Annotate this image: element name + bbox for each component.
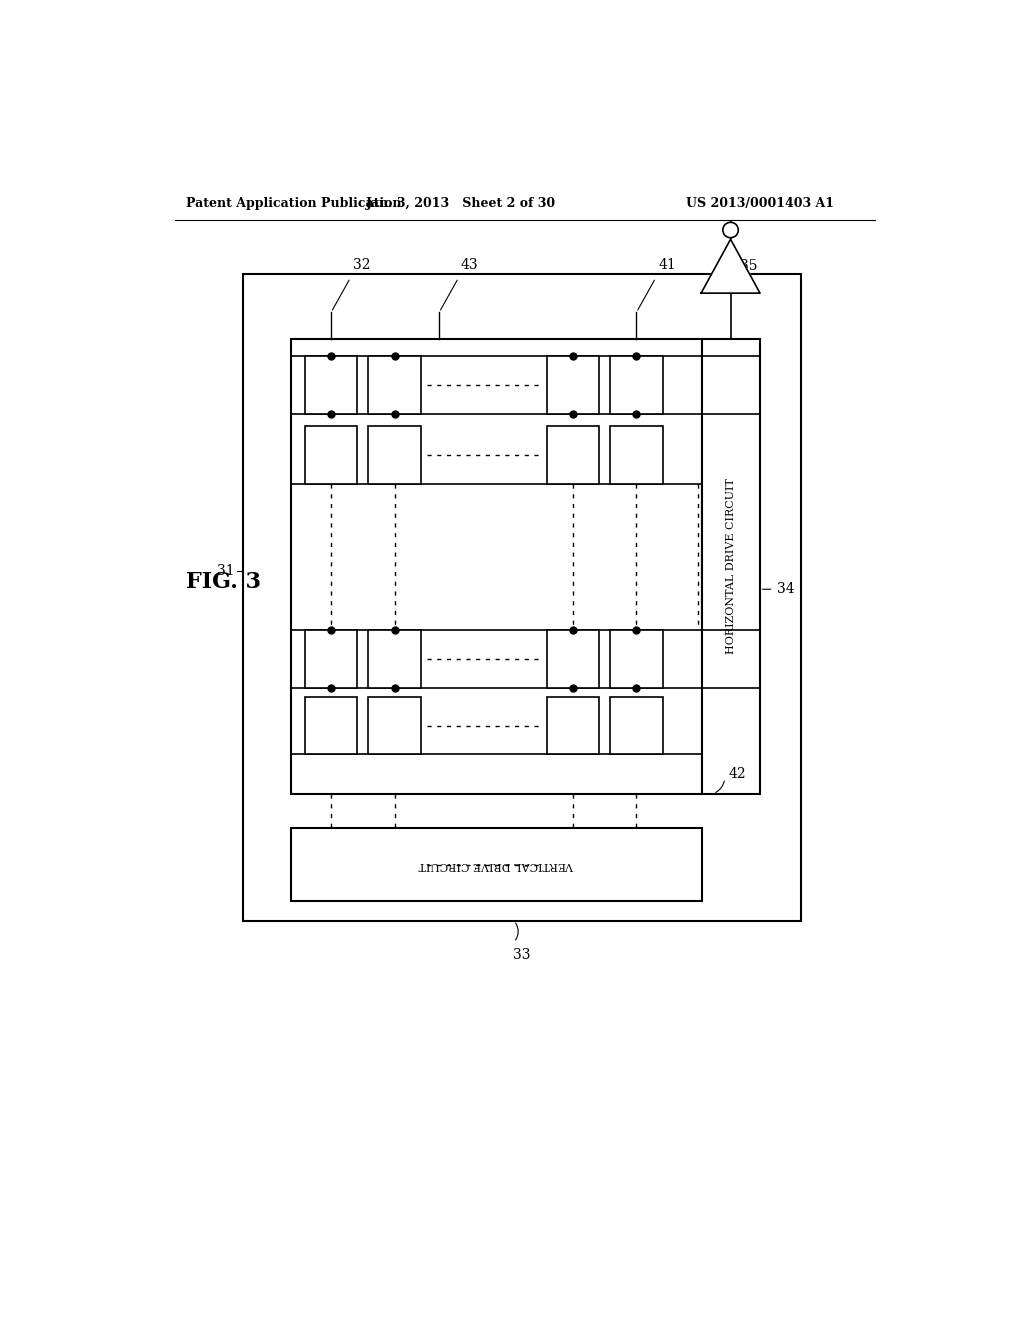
Bar: [610, 697, 663, 755]
Bar: [547, 356, 599, 414]
Bar: [305, 426, 357, 484]
Bar: [369, 631, 421, 688]
Text: 41: 41: [658, 257, 676, 272]
Bar: [305, 697, 357, 755]
Text: VERTICAL DRIVE CIRCUIT: VERTICAL DRIVE CIRCUIT: [419, 859, 573, 870]
Bar: [305, 356, 357, 414]
Bar: [369, 426, 421, 484]
Text: 32: 32: [352, 257, 371, 272]
Bar: [305, 631, 357, 688]
Bar: [701, 339, 760, 793]
Bar: [369, 356, 421, 414]
Bar: [547, 631, 599, 688]
Bar: [291, 339, 701, 793]
Bar: [291, 829, 701, 902]
Bar: [610, 426, 663, 484]
Text: 42: 42: [729, 767, 746, 781]
Bar: [369, 697, 421, 755]
Text: Patent Application Publication: Patent Application Publication: [186, 197, 401, 210]
Circle shape: [723, 222, 738, 238]
Bar: [610, 356, 663, 414]
Text: HORIZONTAL DRIVE CIRCUIT: HORIZONTAL DRIVE CIRCUIT: [726, 479, 735, 655]
Text: 43: 43: [461, 257, 478, 272]
Text: 35: 35: [740, 259, 758, 273]
Text: 31: 31: [217, 565, 234, 578]
Text: 33: 33: [513, 948, 530, 962]
Text: US 2013/0001403 A1: US 2013/0001403 A1: [686, 197, 834, 210]
Bar: [547, 697, 599, 755]
Text: 34: 34: [777, 582, 795, 597]
Text: FIG. 3: FIG. 3: [186, 572, 261, 593]
Bar: [610, 631, 663, 688]
Bar: [243, 275, 801, 921]
Bar: [547, 426, 599, 484]
Polygon shape: [701, 239, 760, 293]
Text: Jan. 3, 2013   Sheet 2 of 30: Jan. 3, 2013 Sheet 2 of 30: [367, 197, 556, 210]
